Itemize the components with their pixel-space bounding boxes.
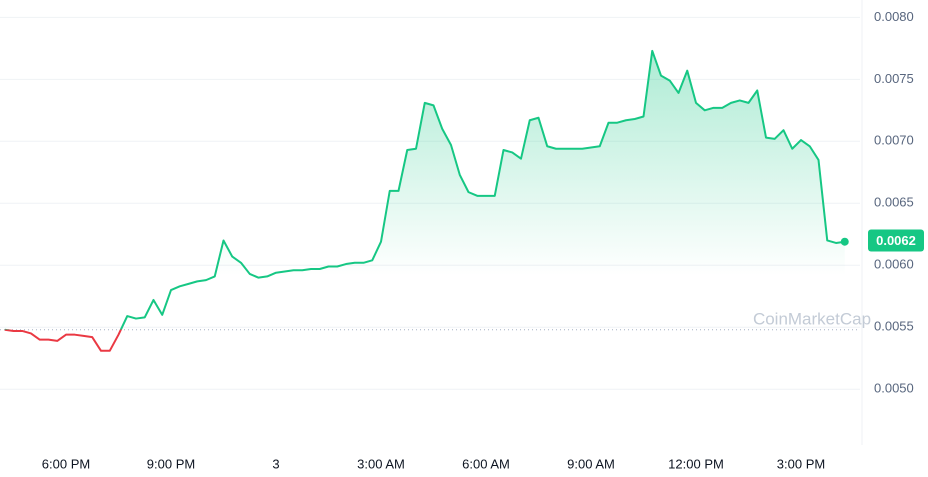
y-tick-label: 0.0070 [874,133,914,148]
x-tick-label: 9:00 PM [147,456,195,471]
y-tick-label: 0.0050 [874,381,914,396]
x-tick-label: 6:00 PM [42,456,90,471]
last-point [840,237,849,246]
x-tick-label: 3 [272,456,279,471]
price-area [4,50,845,330]
y-tick-label: 0.0065 [874,195,914,210]
x-tick-label: 3:00 AM [357,456,405,471]
y-tick-label: 0.0060 [874,257,914,272]
price-line [4,49,845,352]
y-tick-label: 0.0075 [874,71,914,86]
y-tick-label: 0.0055 [874,319,914,334]
price-badge-label: 0.0062 [876,233,916,248]
x-tick-label: 6:00 AM [462,456,510,471]
y-tick-label: 0.0080 [874,9,914,24]
x-tick-label: 12:00 PM [668,456,724,471]
price-badge [868,229,924,252]
x-tick-label: 9:00 AM [567,456,615,471]
x-tick-label: 3:00 PM [777,456,825,471]
